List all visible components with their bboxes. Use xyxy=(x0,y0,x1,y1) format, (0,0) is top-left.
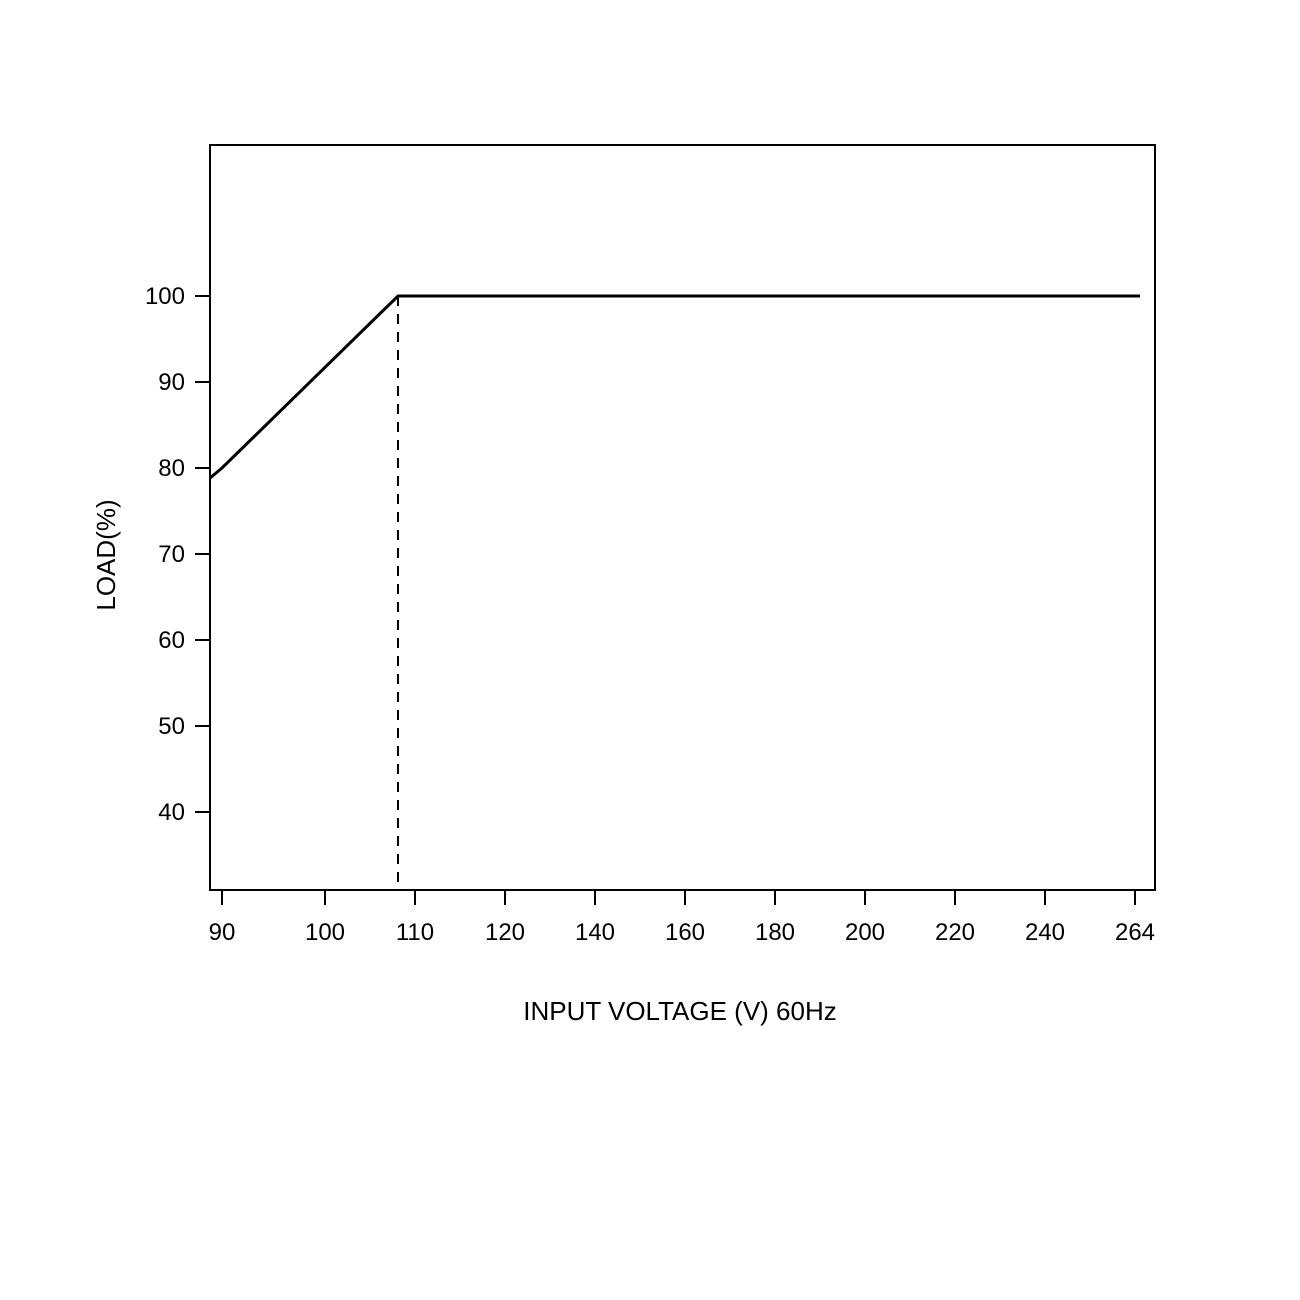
y-tick-label: 80 xyxy=(158,455,185,482)
y-ticks xyxy=(195,296,210,812)
x-tick-label: 100 xyxy=(305,919,345,946)
plot-frame xyxy=(210,145,1155,890)
x-tick-label: 140 xyxy=(575,919,615,946)
y-tick-label: 100 xyxy=(145,283,185,310)
y-tick-labels: 40 50 60 70 80 90 100 xyxy=(145,283,185,826)
x-axis-label: INPUT VOLTAGE (V) 60Hz xyxy=(523,996,837,1026)
y-axis-label: LOAD(%) xyxy=(91,499,121,610)
x-tick-label: 120 xyxy=(485,919,525,946)
x-tick-label: 160 xyxy=(665,919,705,946)
data-line xyxy=(210,296,1140,478)
y-tick-label: 90 xyxy=(158,369,185,396)
x-tick-label: 110 xyxy=(396,919,434,946)
y-tick-label: 60 xyxy=(158,627,185,654)
load-vs-voltage-chart: 90 100 110 120 140 160 180 200 220 240 2… xyxy=(0,0,1300,1300)
chart-svg: 90 100 110 120 140 160 180 200 220 240 2… xyxy=(0,0,1300,1300)
y-tick-label: 40 xyxy=(158,799,185,826)
x-tick-labels: 90 100 110 120 140 160 180 200 220 240 2… xyxy=(209,919,1155,946)
x-ticks xyxy=(222,890,1135,905)
x-tick-label: 220 xyxy=(935,919,975,946)
y-tick-label: 70 xyxy=(158,541,185,568)
x-tick-label: 180 xyxy=(755,919,795,946)
x-tick-label: 240 xyxy=(1025,919,1065,946)
x-tick-label: 200 xyxy=(845,919,885,946)
y-tick-label: 50 xyxy=(158,713,185,740)
x-tick-label: 264 xyxy=(1115,919,1155,946)
x-tick-label: 90 xyxy=(209,919,236,946)
